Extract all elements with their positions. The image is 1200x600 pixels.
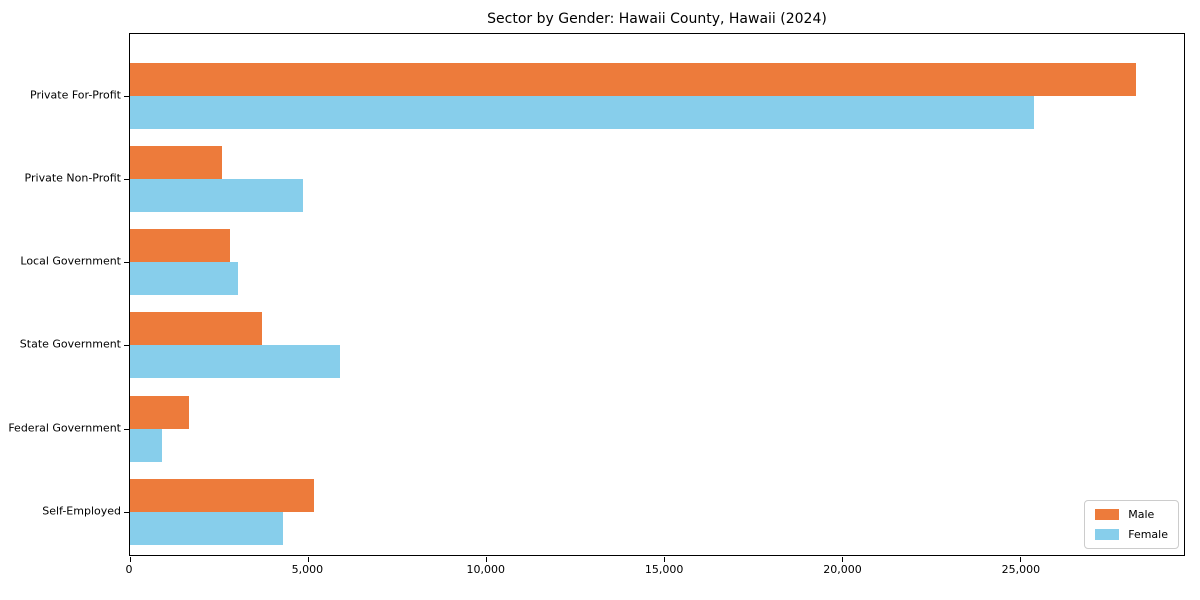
y-axis-label: Self-Employed — [42, 504, 121, 518]
y-tick — [124, 178, 129, 180]
x-axis-label: 10,000 — [466, 563, 506, 576]
x-tick — [308, 557, 310, 562]
bar-male-2 — [130, 229, 231, 263]
plot-area: Male Female — [124, 33, 1185, 562]
x-axis-label: 25,000 — [1001, 563, 1041, 576]
bar-female-3 — [130, 345, 340, 379]
legend: Male Female — [1084, 500, 1179, 549]
y-axis-label: Private Non-Profit — [24, 171, 121, 185]
x-tick — [842, 557, 844, 562]
legend-label-male: Male — [1128, 508, 1155, 521]
y-axis-label: Private For-Profit — [30, 88, 121, 101]
legend-swatch-female — [1095, 529, 1120, 540]
x-axis-label: 20,000 — [823, 563, 862, 576]
bar-female-0 — [130, 95, 1035, 129]
y-tick — [124, 95, 129, 97]
y-tick — [124, 428, 129, 430]
y-axis-label: Federal Government — [8, 421, 121, 435]
bar-female-5 — [130, 512, 283, 545]
legend-swatch-male — [1095, 509, 1120, 520]
bar-male-0 — [130, 62, 1136, 96]
x-axis-label: 15,000 — [644, 563, 684, 576]
y-axis-label: Local Government — [20, 254, 121, 268]
bar-female-2 — [130, 262, 239, 296]
y-tick — [124, 512, 129, 513]
y-tick — [124, 262, 129, 264]
legend-label-female: Female — [1128, 528, 1168, 541]
x-tick — [664, 557, 666, 562]
y-axis-label: State Government — [19, 337, 121, 351]
x-axis-label: 0 — [125, 563, 133, 576]
x-tick — [130, 557, 131, 562]
bar-male-3 — [130, 312, 262, 346]
legend-entry-male: Male — [1095, 508, 1168, 521]
bar-female-1 — [130, 178, 303, 212]
x-tick — [486, 557, 488, 562]
bar-female-4 — [130, 428, 162, 462]
chart-title: Sector by Gender: Hawaii County, Hawaii … — [487, 11, 827, 27]
bar-male-1 — [130, 145, 222, 179]
legend-entry-female: Female — [1095, 528, 1168, 541]
bar-male-5 — [130, 479, 315, 512]
bar-male-4 — [130, 395, 189, 429]
x-axis-label: 5,000 — [291, 563, 324, 576]
y-tick — [124, 345, 129, 347]
x-tick — [1020, 557, 1022, 562]
